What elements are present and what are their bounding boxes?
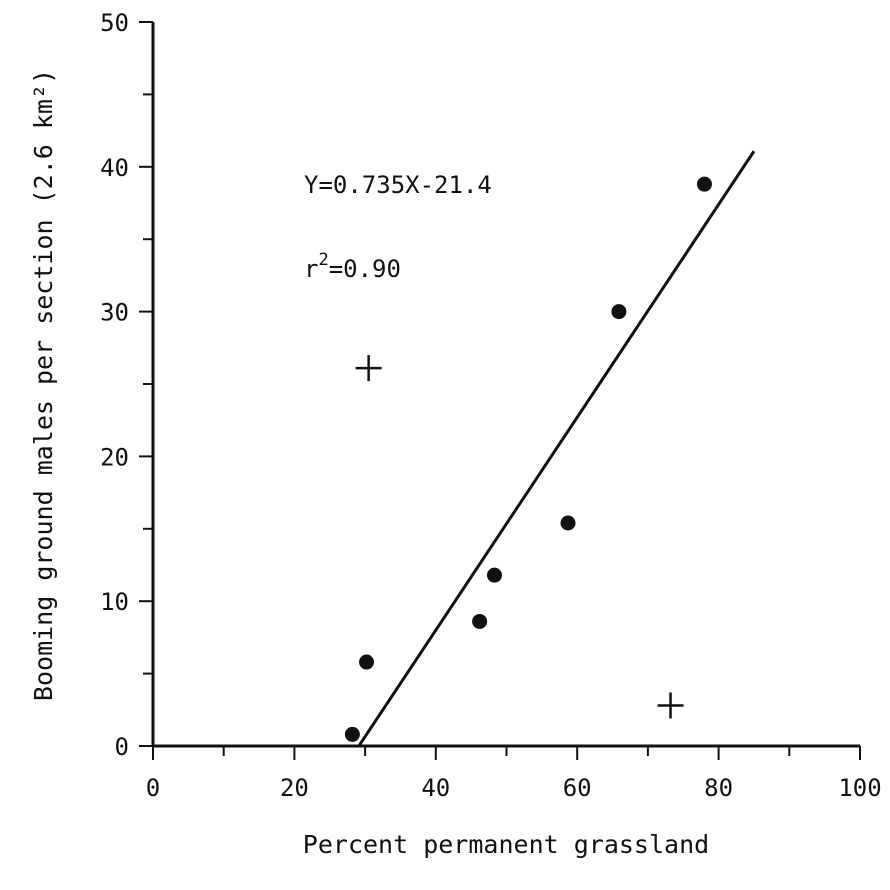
data-marks [345,151,754,746]
data-point [487,568,502,583]
plus-point [356,355,382,381]
x-tick-label: 40 [421,774,450,802]
y-tick-label: 20 [100,443,129,471]
x-tick-label: 0 [146,774,160,802]
x-tick-label: 100 [838,774,881,802]
ticks: 0 20 40 60 80 100 0 10 20 30 40 50 [100,9,882,802]
y-axis-title: Booming ground males per section (2.6 km… [29,69,58,701]
y-tick-label: 50 [100,9,129,37]
data-point [345,727,360,742]
regression-equation: Y=0.735X-21.4 [304,171,492,199]
data-point [472,614,487,629]
y-tick-label: 10 [100,588,129,616]
y-tick-label: 30 [100,299,129,327]
x-tick-label: 60 [563,774,592,802]
y-tick-label: 40 [100,154,129,182]
axes [153,22,860,746]
plus-point [658,692,684,718]
data-point [359,655,374,670]
data-point [611,304,626,319]
x-tick-label: 20 [280,774,309,802]
data-point [697,177,712,192]
data-point [561,516,576,531]
r-squared-annotation: r2=0.90 [304,250,401,283]
x-tick-label: 80 [704,774,733,802]
x-axis-title: Percent permanent grassland [303,830,709,859]
regression-line [359,151,754,746]
y-tick-label: 0 [115,733,129,761]
